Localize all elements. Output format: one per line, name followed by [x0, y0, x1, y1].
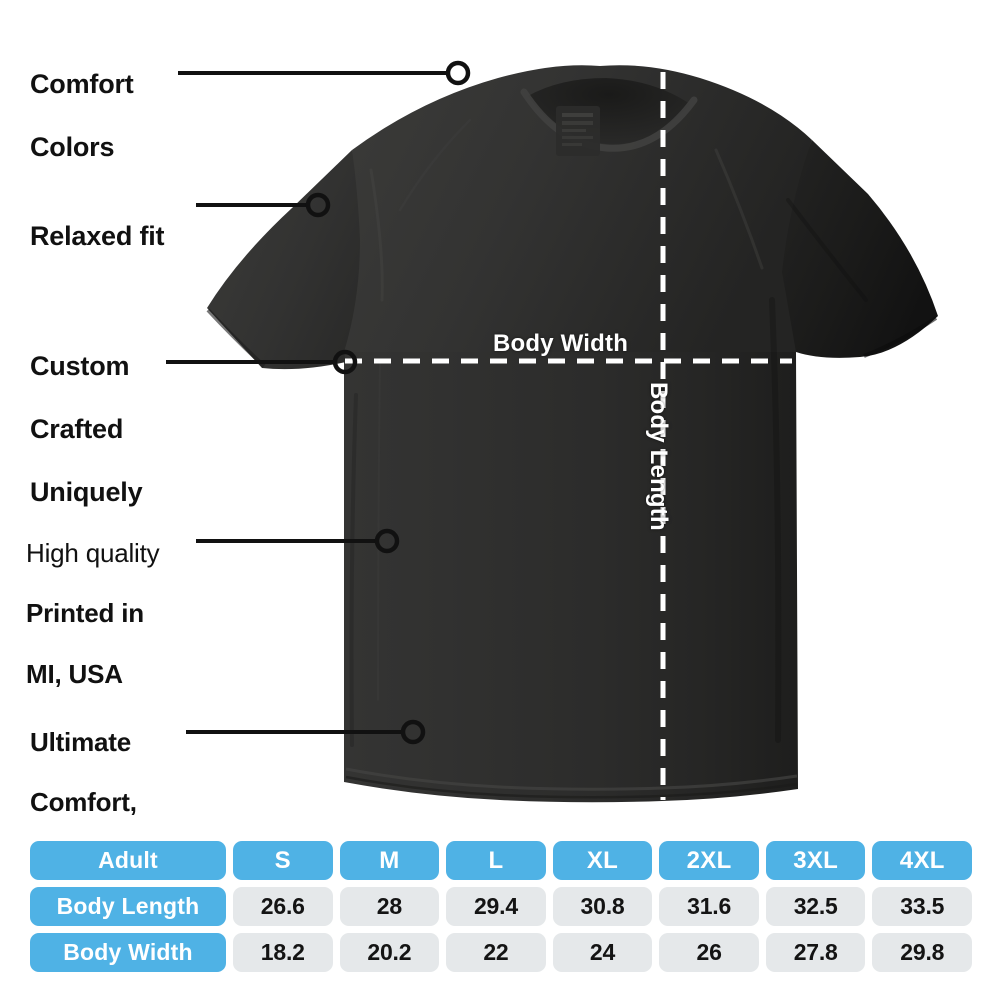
table-row-body-length: Body Length 26.6 28 29.4 30.8 31.6 32.5 … [30, 887, 973, 926]
callout-custom-crafted-uniquely: Custom Crafted Uniquely [30, 320, 143, 539]
cell-body-width-s: 18.2 [233, 933, 333, 972]
row-label-body-width: Body Width [30, 933, 226, 972]
callout-line: Comfort, [30, 787, 137, 818]
table-header-adult: Adult [30, 841, 226, 880]
marker-ultimate [400, 719, 426, 745]
cell-body-length-m: 28 [339, 887, 440, 926]
callout-line: Ultimate [30, 727, 131, 758]
callout-line: Comfort [30, 69, 134, 100]
table-header-size-xl: XL [552, 841, 653, 880]
cell-body-length-4xl: 33.5 [872, 887, 973, 926]
table-row-body-width: Body Width 18.2 20.2 22 24 26 27.8 29.8 [30, 933, 973, 972]
marker-relaxed-fit [305, 192, 331, 218]
table-header-size-4xl: 4XL [872, 841, 973, 880]
callout-line: Printed in [26, 598, 144, 629]
table-header-row: Adult S M L XL 2XL 3XL 4XL [30, 841, 973, 880]
callout-line: Custom [30, 351, 130, 382]
callout-line: Crafted [30, 413, 124, 444]
table-header-size-l: L [446, 841, 546, 880]
callout-line: MI, USA [26, 658, 123, 689]
callout-markers [305, 60, 471, 745]
cell-body-length-xl: 30.8 [552, 887, 653, 926]
callout-line: Relaxed fit [30, 221, 165, 252]
cell-body-width-3xl: 27.8 [765, 933, 866, 972]
measurement-guides [345, 72, 792, 800]
callout-line: Uniquely [30, 476, 143, 507]
marker-comfort-colors [445, 60, 471, 86]
marker-custom-crafted [332, 349, 358, 375]
callout-relaxed-fit: Relaxed fit [30, 190, 165, 284]
cell-body-width-4xl: 29.8 [872, 933, 973, 972]
cell-body-width-2xl: 26 [659, 933, 759, 972]
marker-printed-in [374, 528, 400, 554]
callout-leaders [166, 71, 448, 734]
body-width-label: Body Width [493, 330, 629, 357]
table-header-size-2xl: 2XL [659, 841, 759, 880]
cell-body-length-2xl: 31.6 [659, 887, 759, 926]
tshirt-illustration [166, 60, 938, 803]
callout-printed-in-mi-usa: High quality Printed in MI, USA [26, 508, 160, 719]
care-label-tag [556, 106, 600, 156]
cell-body-length-3xl: 32.5 [765, 887, 866, 926]
cell-body-length-s: 26.6 [233, 887, 333, 926]
callout-line-light: High quality [26, 538, 160, 569]
garment-shape [206, 65, 938, 803]
table-header-size-3xl: 3XL [765, 841, 866, 880]
cell-body-width-m: 20.2 [339, 933, 440, 972]
cell-body-width-xl: 24 [552, 933, 653, 972]
cell-body-length-l: 29.4 [446, 887, 546, 926]
callout-line: Colors [30, 131, 115, 162]
row-label-body-length: Body Length [30, 887, 226, 926]
size-chart-table: Adult S M L XL 2XL 3XL 4XL Body Length 2… [30, 841, 973, 972]
table-header-size-m: M [339, 841, 440, 880]
body-length-label: Body Length [645, 382, 672, 531]
callout-comfort-colors: Comfort Colors [30, 38, 134, 195]
table-header-size-s: S [233, 841, 333, 880]
cell-body-width-l: 22 [446, 933, 546, 972]
